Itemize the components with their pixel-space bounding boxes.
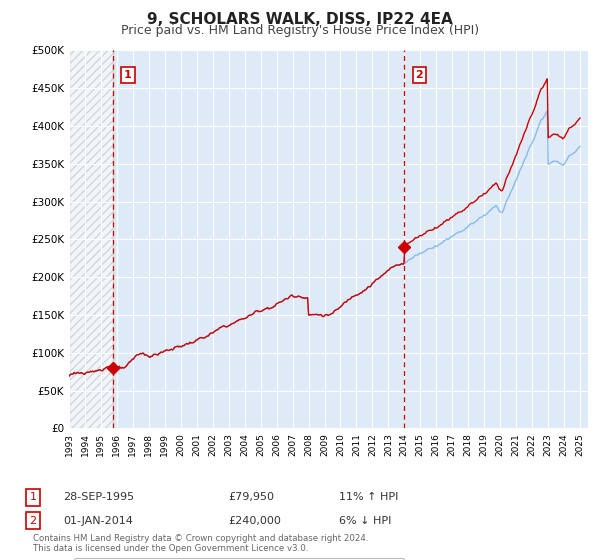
Text: 1: 1 xyxy=(29,492,37,502)
Text: 6% ↓ HPI: 6% ↓ HPI xyxy=(339,516,391,526)
Text: 9, SCHOLARS WALK, DISS, IP22 4EA: 9, SCHOLARS WALK, DISS, IP22 4EA xyxy=(147,12,453,27)
Text: 2: 2 xyxy=(29,516,37,526)
Text: 28-SEP-1995: 28-SEP-1995 xyxy=(63,492,134,502)
Text: £79,950: £79,950 xyxy=(228,492,274,502)
Legend: 9, SCHOLARS WALK, DISS, IP22 4EA (detached house), HPI: Average price, detached : 9, SCHOLARS WALK, DISS, IP22 4EA (detach… xyxy=(74,558,404,560)
Text: 11% ↑ HPI: 11% ↑ HPI xyxy=(339,492,398,502)
Text: 1: 1 xyxy=(124,70,132,80)
Text: Price paid vs. HM Land Registry's House Price Index (HPI): Price paid vs. HM Land Registry's House … xyxy=(121,24,479,36)
Text: £240,000: £240,000 xyxy=(228,516,281,526)
Bar xyxy=(69,50,113,428)
Text: 2: 2 xyxy=(415,70,423,80)
Text: 01-JAN-2014: 01-JAN-2014 xyxy=(63,516,133,526)
Text: Contains HM Land Registry data © Crown copyright and database right 2024.
This d: Contains HM Land Registry data © Crown c… xyxy=(33,534,368,553)
